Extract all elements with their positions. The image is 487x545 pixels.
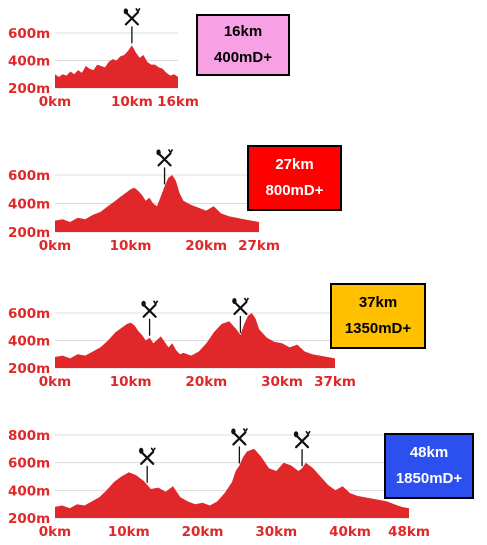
profile-16km-chart: 200m 400m 600m 0km 10km 16km	[8, 7, 199, 110]
route-badge-27km: 27km 800mD+	[247, 145, 342, 211]
x-tick-label: 30km	[261, 374, 303, 390]
x-tick-label: 10km	[110, 374, 152, 390]
x-tick-label: 16km	[157, 94, 199, 110]
x-tick-label: 20km	[182, 524, 224, 540]
route-elevation-gain: 400mD+	[214, 49, 272, 66]
elevation-area	[55, 448, 409, 518]
y-tick-label: 400m	[8, 483, 50, 499]
route-distance: 48km	[409, 444, 449, 461]
fork-knife-icon	[141, 300, 159, 336]
elevation-area	[55, 175, 259, 232]
profile-48km-chart: 200m 400m 600m 800m 0km 10km 20km 30km 40km 48km	[8, 427, 430, 540]
y-tick-label: 200m	[8, 225, 50, 241]
profile-27km: 200m 400m 600m 0km 10km 20km 27km 27km 800mD+	[0, 130, 487, 254]
x-tick-label: 10km	[108, 524, 150, 540]
x-tick-label: 0km	[39, 374, 71, 390]
route-badge-37km: 37km 1350mD+	[330, 283, 426, 349]
y-tick-label: 400m	[8, 54, 50, 70]
y-tick-label: 200m	[8, 511, 50, 527]
x-tick-label: 10km	[110, 238, 152, 254]
x-tick-label: 48km	[388, 524, 430, 540]
y-tick-label: 600m	[8, 168, 50, 184]
y-tick-label: 600m	[8, 26, 50, 42]
elevation-area	[55, 45, 178, 88]
y-tick-label: 600m	[8, 456, 50, 472]
route-distance: 16km	[223, 23, 263, 40]
route-distance: 27km	[275, 156, 314, 173]
y-tick-label: 400m	[8, 197, 50, 213]
y-tick-label: 800m	[8, 428, 50, 444]
route-distance: 37km	[358, 294, 398, 311]
x-tick-label: 0km	[39, 94, 71, 110]
profile-16km: 200m 400m 600m 0km 10km 16km 16km 400mD+	[0, 0, 487, 110]
route-badge-16km: 16km 400mD+	[196, 14, 290, 76]
route-elevation-gain: 800mD+	[265, 182, 324, 199]
route-elevation-gain: 1850mD+	[395, 470, 463, 487]
y-tick-label: 200m	[8, 361, 50, 377]
y-tick-label: 400m	[8, 334, 50, 350]
x-tick-label: 10km	[111, 94, 153, 110]
x-tick-label: 27km	[238, 238, 280, 254]
y-tick-label: 200m	[8, 81, 50, 97]
fork-knife-icon	[156, 148, 174, 185]
x-tick-label: 40km	[329, 524, 371, 540]
x-tick-label: 37km	[314, 374, 356, 390]
profile-37km-chart: 200m 400m 600m 0km 10km 20km 30km 37km	[8, 297, 356, 390]
fork-knife-icon	[231, 427, 249, 464]
elevation-area	[55, 313, 335, 368]
profile-27km-chart: 200m 400m 600m 0km 10km 20km 27km	[8, 148, 280, 254]
y-tick-label: 600m	[8, 306, 50, 322]
route-badge-48km: 48km 1850mD+	[384, 433, 474, 499]
fork-knife-icon	[123, 7, 141, 44]
x-tick-label: 30km	[255, 524, 297, 540]
fork-knife-icon	[138, 447, 156, 483]
x-tick-label: 20km	[185, 374, 227, 390]
x-tick-label: 0km	[39, 238, 71, 254]
x-tick-label: 20km	[185, 238, 227, 254]
fork-knife-icon	[293, 430, 311, 467]
profile-37km: 200m 400m 600m 0km 10km 20km 30km 37km 37km 135…	[0, 268, 487, 393]
x-tick-label: 0km	[39, 524, 71, 540]
route-elevation-gain: 1350mD+	[344, 320, 412, 337]
fork-knife-icon	[232, 297, 250, 333]
profile-48km: 200m 400m 600m 800m 0km 10km 20km 30km 40km 48km …	[0, 415, 487, 545]
